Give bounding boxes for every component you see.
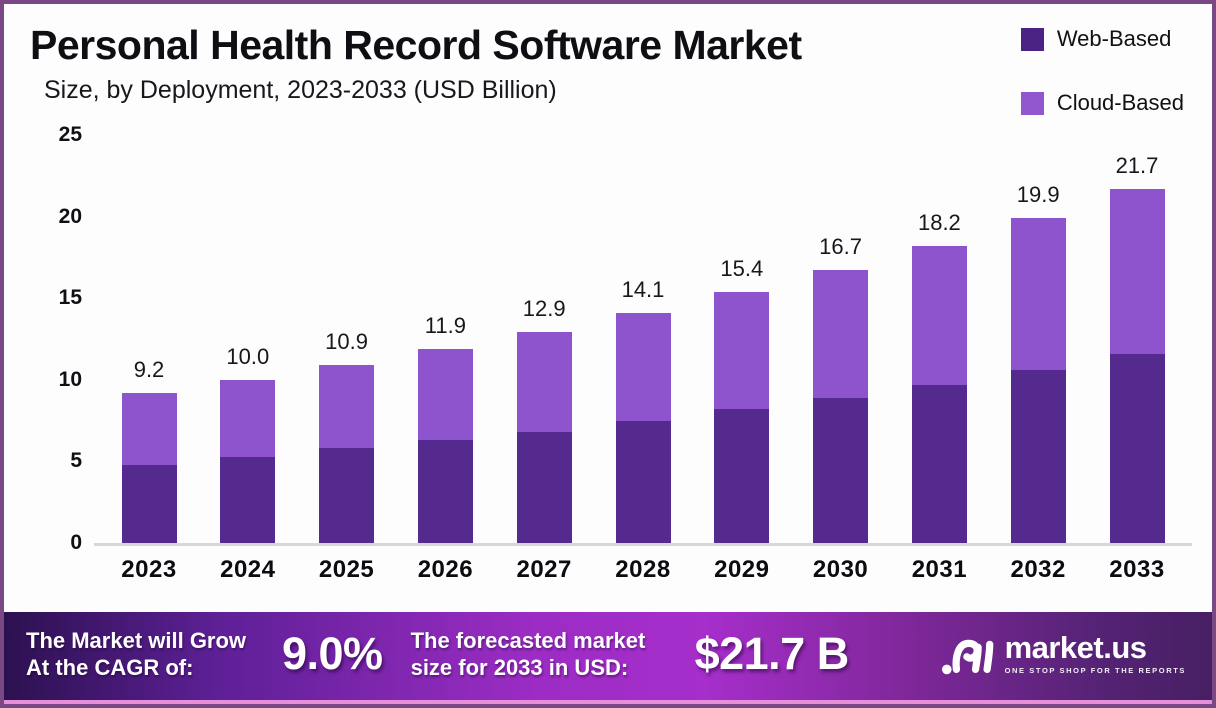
- y-axis-tick: 25: [58, 123, 82, 146]
- x-axis-label: 2024: [220, 556, 276, 583]
- cloud-based-segment: [714, 291, 770, 410]
- web-based-segment: [319, 448, 375, 543]
- web-based-segment: [121, 464, 177, 543]
- y-axis-tick: 20: [58, 204, 82, 228]
- footer-banner: The Market will Grow At the CAGR of: 9.0…: [4, 612, 1212, 704]
- bar-2024: [220, 379, 276, 543]
- cloud-based-segment: [813, 270, 869, 398]
- x-axis-label: 2027: [516, 556, 572, 583]
- bar-total-label: 16.7: [819, 234, 862, 260]
- web-based-segment: [714, 409, 770, 543]
- bar-2033: [1109, 188, 1165, 543]
- chart-legend: Web-Based Cloud-Based: [1020, 26, 1184, 154]
- bar-total-label: 9.2: [133, 356, 165, 382]
- marketus-logo-icon: [941, 639, 993, 675]
- cagr-label-line2: At the CAGR of:: [26, 655, 194, 680]
- x-axis-label: 2029: [714, 556, 770, 583]
- marketus-logo: market.us ONE STOP SHOP FOR THE REPORTS: [941, 631, 1186, 677]
- bar-2031: [911, 245, 967, 543]
- x-axis-label: 2026: [417, 556, 474, 583]
- bar-2023: [121, 392, 177, 543]
- bar-2030: [813, 270, 869, 543]
- bar-2025: [319, 365, 375, 543]
- bar-2028: [615, 312, 671, 543]
- bar-total-label: 15.4: [720, 255, 764, 281]
- cagr-label-line1: The Market will Grow: [26, 628, 247, 653]
- bar-total-label: 10.9: [325, 329, 368, 355]
- cloud-based-segment: [1109, 188, 1165, 354]
- forecast-label-line1: The forecasted market: [410, 628, 646, 653]
- page-title: Personal Health Record Software Market: [30, 22, 802, 68]
- page-subtitle: Size, by Deployment, 2023-2033 (USD Bill…: [44, 76, 557, 104]
- x-axis-label: 2033: [1109, 556, 1165, 583]
- stacked-bar-chart: 0 5 10 15 20 25 9.2 2023 10.0 2024 10.9 2025 11.9 202…: [4, 4, 1212, 612]
- bar-2027: [516, 332, 572, 543]
- y-axis-tick: 0: [70, 531, 82, 554]
- legend-label: Web-Based: [1056, 26, 1172, 51]
- forecast-label-line2: size for 2033 in USD:: [410, 655, 629, 680]
- cloud-based-segment: [220, 379, 276, 457]
- cloud-based-segment: [417, 348, 473, 441]
- web-based-swatch: [1020, 27, 1044, 51]
- bar-total-label: 21.7: [1115, 152, 1159, 178]
- cloud-based-segment: [911, 245, 967, 385]
- web-based-segment: [911, 384, 967, 543]
- brand-name: market.us: [1004, 630, 1147, 665]
- x-axis-label: 2025: [318, 556, 375, 583]
- bar-total-label: 10.0: [226, 343, 270, 369]
- cloud-based-segment: [1010, 218, 1066, 370]
- x-axis-label: 2028: [615, 556, 671, 583]
- legend-label: Cloud-Based: [1056, 90, 1184, 115]
- web-based-segment: [615, 420, 671, 543]
- x-axis-line: [94, 543, 1192, 546]
- brand-tagline: ONE STOP SHOP FOR THE REPORTS: [1004, 666, 1186, 675]
- x-axis-label: 2030: [812, 556, 869, 583]
- cloud-based-segment: [319, 365, 375, 449]
- legend-item-web-based: Web-Based: [1020, 26, 1184, 52]
- web-based-segment: [1010, 369, 1066, 543]
- cloud-based-swatch: [1020, 91, 1044, 115]
- y-axis-tick: 10: [58, 367, 82, 391]
- bar-2026: [417, 348, 473, 543]
- cloud-based-segment: [121, 392, 177, 465]
- y-axis-tick: 5: [70, 449, 82, 473]
- forecast-value: $21.7 B: [694, 628, 850, 679]
- bar-total-label: 19.9: [1016, 182, 1060, 208]
- y-axis-tick: 15: [58, 286, 82, 310]
- web-based-segment: [1109, 353, 1165, 543]
- brand-text-block: market.us ONE STOP SHOP FOR THE REPORTS: [1004, 630, 1186, 675]
- forecast-label: The forecasted market size for 2033 in U…: [411, 627, 663, 681]
- x-axis-label: 2023: [121, 556, 177, 583]
- bar-total-label: 11.9: [424, 312, 466, 338]
- web-based-segment: [220, 456, 276, 543]
- bar-2032: [1010, 218, 1066, 543]
- bar-total-label: 12.9: [522, 296, 566, 322]
- bar-2029: [714, 291, 770, 543]
- x-axis-label: 2032: [1010, 556, 1066, 583]
- web-based-segment: [417, 440, 473, 543]
- bar-total-label: 18.2: [917, 209, 961, 235]
- web-based-segment: [813, 397, 869, 543]
- cloud-based-segment: [516, 332, 572, 433]
- cagr-value: 9.0%: [282, 628, 383, 679]
- legend-item-cloud-based: Cloud-Based: [1020, 90, 1184, 116]
- cagr-label: The Market will Grow At the CAGR of:: [26, 627, 268, 681]
- x-axis-label: 2031: [911, 556, 968, 583]
- bar-total-label: 14.1: [621, 276, 665, 302]
- web-based-segment: [516, 432, 572, 543]
- cloud-based-segment: [615, 312, 671, 421]
